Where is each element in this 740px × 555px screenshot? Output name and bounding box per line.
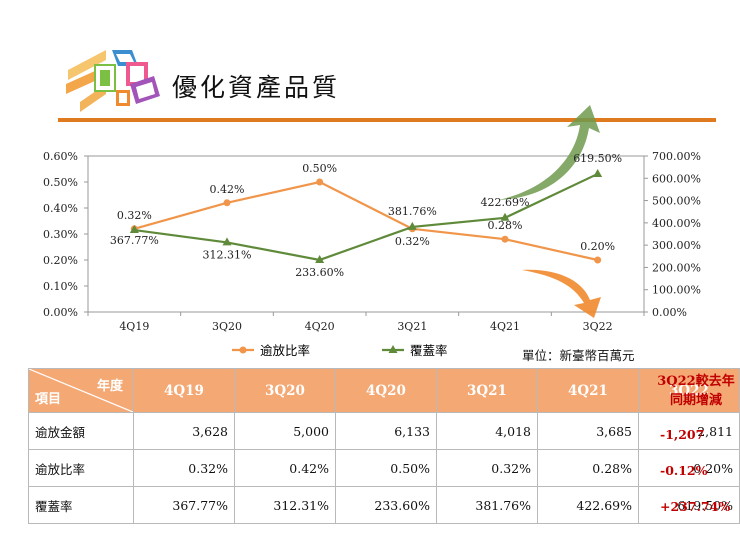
npl-table: 年度 項目 4Q19 3Q20 4Q20 3Q21 4Q21 3Q22 逾放金額… [28,368,740,524]
table-cell: 3,685 [537,412,639,450]
legend-npl-label: 逾放比率 [260,343,310,358]
npl-ratio-line [134,180,598,262]
coverage-line [134,172,599,262]
row-label: 逾放比率 [28,449,134,487]
up-arrow-icon [498,105,600,200]
y-left-tick-label: 0.10% [43,280,78,293]
y-right-tick-label: 500.00% [652,195,701,208]
table-cell: 4,018 [436,412,538,450]
period-header: 4Q20 [335,368,437,413]
period-header: 3Q22 [638,368,740,413]
table-cell: 312.31% [234,486,336,524]
table-cell: 381.76% [436,486,538,524]
table-cell: 0.28% [537,449,639,487]
coverage-data-label: 312.31% [203,248,252,261]
npl-ratio-data-label: 0.20% [580,240,615,253]
corner-item-label: 項目 [35,392,62,407]
coverage-data-label: 422.69% [481,196,530,209]
x-tick-label: 4Q21 [490,320,520,333]
table-row: 逾放比率 0.32% 0.42% 0.50% 0.32% 0.28% 0.20% [28,449,740,487]
coverage-data-label: 619.50% [573,152,622,165]
page-title: 優化資產品質 [172,73,341,102]
npl-ratio-data-label: 0.50% [302,162,337,175]
y-right-tick-label: 700.00% [652,150,701,163]
npl-ratio-point [223,199,231,207]
table-cell: 233.60% [335,486,437,524]
table-cell: 0.50% [335,449,437,487]
coverage-point [593,168,603,177]
y-right-tick-label: 200.00% [652,261,701,274]
table-cell: 367.77% [133,486,235,524]
row-label: 覆蓋率 [28,486,134,524]
y-left-tick-label: 0.00% [43,306,78,319]
coverage-data-label: 367.77% [110,234,159,247]
table-cell: 0.32% [133,449,235,487]
y-right-tick-label: 400.00% [652,217,701,230]
y-left-tick-label: 0.40% [43,202,78,215]
coverage-point [129,225,139,234]
table-cell: 0.42% [234,449,336,487]
coverage-point [407,221,417,230]
npl-ratio-point [501,235,509,243]
y-right-tick-label: 0.00% [652,306,687,319]
period-header: 3Q21 [436,368,538,413]
corner-year-label: 年度 [96,379,123,394]
table-cell: 6,133 [335,412,437,450]
table-cell: 5,000 [234,412,336,450]
npl-ratio-point [316,178,324,186]
x-tick-label: 4Q19 [119,320,149,333]
npl-ratio-data-label: 0.32% [117,209,152,222]
period-header: 4Q21 [537,368,639,413]
company-logo [66,50,160,112]
y-right-tick-label: 300.00% [652,239,701,252]
coverage-data-label: 381.76% [388,205,437,218]
delta-value: -0.12% [660,463,708,478]
table-cell: 0.32% [436,449,538,487]
npl-ratio-point [594,256,602,264]
coverage-point [222,237,232,246]
x-tick-label: 4Q20 [305,320,335,333]
y-left-tick-label: 0.60% [43,150,78,163]
table-cell: 3,628 [133,412,235,450]
table-cell: 422.69% [537,486,639,524]
table-row: 逾放金額 3,628 5,000 6,133 4,018 3,685 2,811 [28,412,740,450]
down-arrow-icon [522,269,601,318]
x-tick-label: 3Q21 [397,320,427,333]
npl-ratio-data-label: 0.32% [395,235,430,248]
y-left-tick-label: 0.30% [43,228,78,241]
table-row: 覆蓋率 367.77% 312.31% 233.60% 381.76% 422.… [28,486,740,524]
npl-ratio-data-label: 0.28% [488,219,523,232]
legend-coverage-marker [388,345,398,353]
npl-coverage-chart: 0.00% 0.10% 0.20% 0.30% 0.40% 0.50% 0.60% 0.00… [43,105,701,358]
row-label: 逾放金額 [28,412,134,450]
x-tick-label: 3Q20 [212,320,242,333]
legend-coverage-label: 覆蓋率 [410,343,448,358]
period-header: 3Q20 [234,368,336,413]
title-divider [58,118,716,122]
delta-header-line2: 同期增減 [669,393,722,408]
coverage-data-label: 233.60% [295,266,344,279]
corner-header: 年度 項目 [28,368,134,413]
y-left-tick-label: 0.20% [43,254,78,267]
x-tick-label: 3Q22 [583,320,613,333]
unit-note: 單位：新臺幣百萬元 [522,348,635,363]
delta-value: +237.74% [660,499,731,514]
delta-header: 3Q22較去年 同期增減 [652,372,740,410]
legend-npl-marker [239,346,247,354]
npl-ratio-data-label: 0.42% [210,183,245,196]
delta-header-line1: 3Q22較去年 [657,374,735,389]
y-right-tick-label: 100.00% [652,284,701,297]
table-cell: 0.20% [638,449,740,487]
y-right-tick-label: 600.00% [652,172,701,185]
table-cell: 619.50% [638,486,740,524]
y-left-tick-label: 0.50% [43,176,78,189]
period-header: 4Q19 [133,368,235,413]
coverage-point [500,212,510,221]
coverage-point [315,254,325,263]
delta-value: -1,207 [660,427,705,442]
